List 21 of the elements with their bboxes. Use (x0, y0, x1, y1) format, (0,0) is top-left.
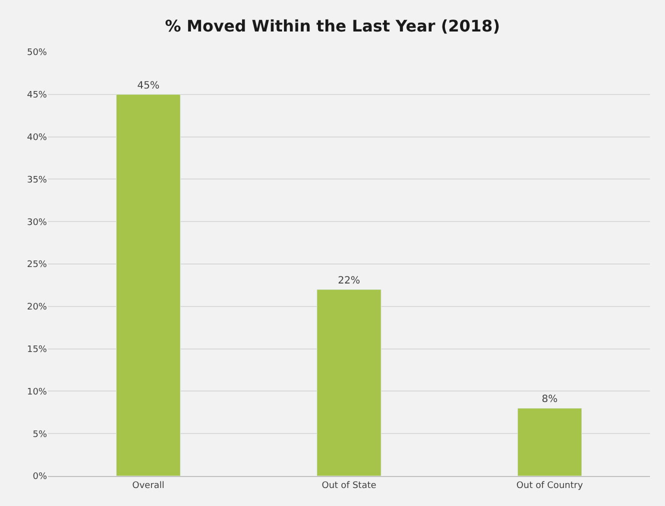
x-tick-label: Overall (132, 480, 164, 491)
bar (116, 94, 181, 476)
x-tick-label: Out of Country (516, 480, 584, 491)
x-tick-label: Out of State (322, 480, 377, 491)
y-tick-label: 5% (32, 430, 48, 440)
chart-title: % Moved Within the Last Year (2018) (164, 16, 500, 36)
bar (517, 408, 582, 476)
y-tick-label: 30% (26, 218, 48, 228)
y-tick-label: 0% (32, 472, 48, 482)
bar (316, 289, 382, 476)
y-tick-label: 50% (26, 48, 48, 58)
y-tick-label: 35% (26, 175, 48, 186)
y-tick-label: 25% (26, 260, 48, 270)
y-tick-label: 15% (26, 344, 48, 355)
data-label: 22% (338, 275, 360, 286)
data-label: 45% (137, 80, 160, 92)
y-tick-label: 40% (26, 132, 48, 143)
y-tick-label: 45% (26, 90, 48, 101)
y-tick-label: 20% (26, 302, 48, 313)
data-label: 8% (542, 394, 558, 406)
y-tick-label: 10% (26, 387, 48, 398)
